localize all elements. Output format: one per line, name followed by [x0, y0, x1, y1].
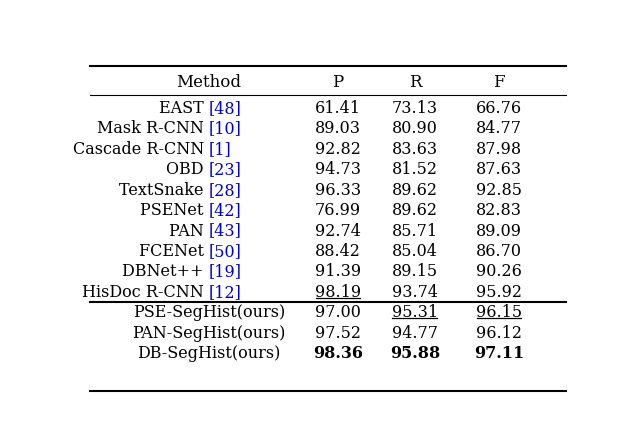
Text: 96.33: 96.33 — [315, 182, 361, 199]
Text: 95.88: 95.88 — [390, 345, 440, 362]
Text: 89.15: 89.15 — [392, 264, 438, 281]
Text: DBNet++ [19]: DBNet++ [19] — [0, 445, 1, 446]
Text: 98.19: 98.19 — [315, 284, 361, 301]
Text: 84.77: 84.77 — [476, 120, 522, 137]
Text: 80.90: 80.90 — [392, 120, 438, 137]
Text: 97.52: 97.52 — [315, 325, 361, 342]
Text: 89.62: 89.62 — [392, 202, 438, 219]
Text: [28]: [28] — [209, 182, 242, 199]
Text: EAST [48]: EAST [48] — [0, 445, 1, 446]
Text: PSE-SegHist(ours): PSE-SegHist(ours) — [133, 304, 285, 321]
Text: Mask R-CNN: Mask R-CNN — [97, 120, 209, 137]
Text: EAST: EAST — [159, 100, 209, 117]
Text: 87.98: 87.98 — [476, 141, 522, 158]
Text: 81.52: 81.52 — [392, 161, 438, 178]
Text: 85.04: 85.04 — [392, 243, 438, 260]
Text: HisDoc R-CNN: HisDoc R-CNN — [82, 284, 209, 301]
Text: Cascade R-CNN [1]: Cascade R-CNN [1] — [0, 445, 1, 446]
Text: [1]: [1] — [209, 141, 232, 158]
Text: 97.11: 97.11 — [474, 345, 524, 362]
Text: 61.41: 61.41 — [315, 100, 361, 117]
Text: 93.74: 93.74 — [392, 284, 438, 301]
Text: 73.13: 73.13 — [392, 100, 438, 117]
Text: 87.63: 87.63 — [476, 161, 522, 178]
Text: 96.12: 96.12 — [476, 325, 522, 342]
Text: OBD [23]: OBD [23] — [0, 445, 1, 446]
Text: TextSnake [28]: TextSnake [28] — [0, 445, 1, 446]
Text: PAN: PAN — [169, 223, 209, 240]
Text: FCENet: FCENet — [139, 243, 209, 260]
Text: 86.70: 86.70 — [476, 243, 522, 260]
Text: FCENet [50]: FCENet [50] — [0, 445, 1, 446]
Text: [10]: [10] — [209, 120, 242, 137]
Text: 82.83: 82.83 — [476, 202, 522, 219]
Text: [12]: [12] — [209, 284, 242, 301]
Text: 92.82: 92.82 — [315, 141, 361, 158]
Text: 89.03: 89.03 — [315, 120, 361, 137]
Text: F: F — [493, 74, 505, 91]
Text: [42]: [42] — [209, 202, 242, 219]
Text: 89.09: 89.09 — [476, 223, 522, 240]
Text: 76.99: 76.99 — [315, 202, 361, 219]
Text: PAN-SegHist(ours): PAN-SegHist(ours) — [132, 325, 285, 342]
Text: 90.26: 90.26 — [476, 264, 522, 281]
Text: R: R — [408, 74, 421, 91]
Text: 97.00: 97.00 — [315, 304, 361, 321]
Text: PSENet [42]: PSENet [42] — [0, 445, 1, 446]
Text: Cascade R-CNN: Cascade R-CNN — [72, 141, 209, 158]
Text: [48]: [48] — [209, 100, 242, 117]
Text: P: P — [332, 74, 344, 91]
Text: 66.76: 66.76 — [476, 100, 522, 117]
Text: 88.42: 88.42 — [315, 243, 361, 260]
Text: 92.74: 92.74 — [315, 223, 361, 240]
Text: PAN [43]: PAN [43] — [0, 445, 1, 446]
Text: 96.15: 96.15 — [476, 304, 522, 321]
Text: DB-SegHist(ours): DB-SegHist(ours) — [137, 345, 281, 362]
Text: 89.62: 89.62 — [392, 182, 438, 199]
Text: 91.39: 91.39 — [315, 264, 361, 281]
Text: Mask R-CNN [10]: Mask R-CNN [10] — [0, 445, 1, 446]
Text: 85.71: 85.71 — [392, 223, 438, 240]
Text: 94.73: 94.73 — [315, 161, 361, 178]
Text: [19]: [19] — [209, 264, 242, 281]
Text: [50]: [50] — [209, 243, 242, 260]
Text: Method: Method — [177, 74, 241, 91]
Text: 83.63: 83.63 — [392, 141, 438, 158]
Text: 92.85: 92.85 — [476, 182, 522, 199]
Text: OBD: OBD — [166, 161, 209, 178]
Text: [43]: [43] — [209, 223, 242, 240]
Text: [23]: [23] — [209, 161, 242, 178]
Text: 95.31: 95.31 — [392, 304, 438, 321]
Text: PSENet: PSENet — [140, 202, 209, 219]
Text: TextSnake: TextSnake — [119, 182, 209, 199]
Text: 94.77: 94.77 — [392, 325, 438, 342]
Text: HisDoc R-CNN [12]: HisDoc R-CNN [12] — [0, 445, 1, 446]
Text: 98.36: 98.36 — [313, 345, 363, 362]
Text: 95.92: 95.92 — [476, 284, 522, 301]
Text: DBNet++: DBNet++ — [122, 264, 209, 281]
